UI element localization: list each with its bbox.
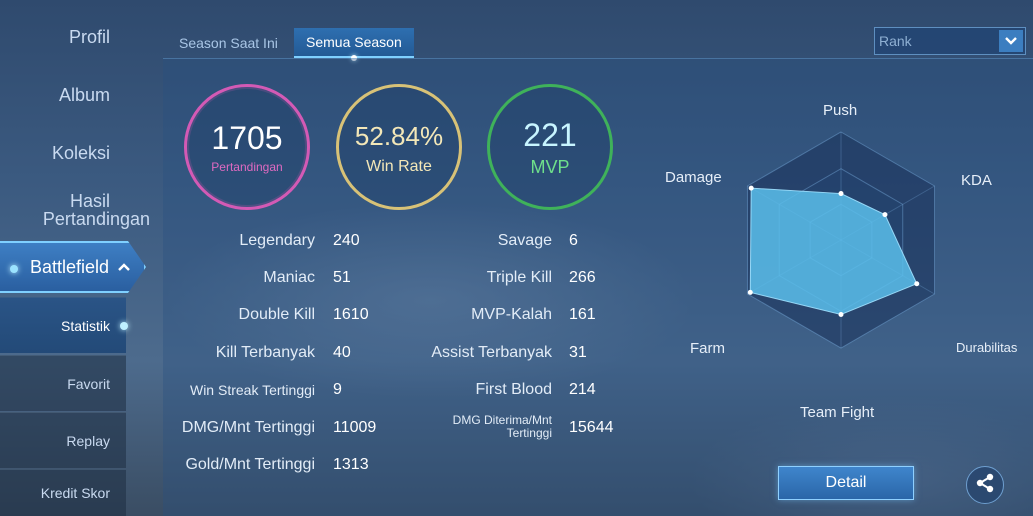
winrate-value: 52.84%	[354, 121, 444, 151]
radar-label-push: Push	[823, 102, 858, 119]
radar-label-kda: KDA	[961, 172, 992, 189]
sidebar-item-profil[interactable]: Profil	[68, 27, 110, 47]
stat-value-triple-kill: 266	[569, 269, 596, 286]
stat-label-double-kill: Double Kill	[238, 306, 315, 323]
radar-chart	[746, 131, 936, 349]
sidebar-subitem-statistik[interactable]: Statistik	[0, 297, 128, 353]
stat-label-first-blood: First Blood	[475, 381, 552, 398]
matches-value: 1705	[211, 120, 283, 156]
radar-point-farm	[747, 289, 753, 295]
stat-value-win-streak: 9	[333, 381, 342, 398]
mvp-summary-circle: 221 MVP	[487, 84, 613, 210]
sidebar-item-battlefield-label: Battlefield	[30, 256, 110, 277]
stat-label-dmg-diterima: DMG Diterima/Mnt Tertinggi	[453, 414, 552, 440]
stat-value-double-kill: 1610	[333, 306, 369, 323]
active-indicator-dot	[10, 265, 18, 273]
stat-label-maniac: Maniac	[263, 269, 315, 286]
stat-label-dmg-diterima-line2: Tertinggi	[506, 426, 552, 440]
sidebar: Profil Album Koleksi Hasil Pertandingan …	[0, 0, 150, 516]
active-tab-dot	[350, 55, 357, 61]
stat-label-legendary: Legendary	[239, 232, 315, 249]
matches-label: Pertandingan	[211, 160, 283, 174]
sidebar-subitem-kredit-label: Kredit Skor	[40, 485, 110, 501]
tab-semua-season[interactable]: Semua Season	[294, 28, 414, 61]
stat-label-mvp-kalah: MVP-Kalah	[471, 306, 552, 323]
stat-value-first-blood: 214	[569, 381, 596, 398]
stat-value-savage: 6	[569, 232, 578, 249]
radar-point-kda	[882, 212, 888, 218]
sidebar-subitem-kredit-skor[interactable]: Kredit Skor	[0, 469, 126, 516]
mvp-value: 221	[523, 116, 577, 153]
tab-season-saat-ini[interactable]: Season Saat Ini	[179, 35, 278, 51]
sidebar-subitem-replay[interactable]: Replay	[0, 412, 126, 468]
radar-label-team-fight: Team Fight	[800, 404, 875, 421]
rank-select-value: Rank	[879, 33, 912, 49]
sidebar-item-hasil-line1: Hasil	[69, 191, 110, 211]
sidebar-subitem-statistik-label: Statistik	[60, 317, 110, 334]
stat-value-assist-terbanyak: 31	[569, 344, 587, 361]
radar-label-durabilitas: Durabilitas	[956, 340, 1018, 355]
radar-point-durabilitas	[914, 281, 920, 287]
matches-summary-circle: 1705 Pertandingan	[184, 84, 310, 210]
rank-select[interactable]: Rank	[874, 27, 1026, 55]
sidebar-item-battlefield[interactable]: Battlefield	[0, 241, 146, 293]
stat-value-dmg-diterima: 15644	[569, 419, 614, 436]
mvp-label: MVP	[530, 156, 570, 177]
sidebar-item-hasil-line2: Pertandingan	[42, 209, 150, 229]
stat-label-dmg-diterima-line1: DMG Diterima/Mnt	[452, 413, 552, 427]
stat-label-triple-kill: Triple Kill	[486, 269, 552, 286]
stat-label-gold-mnt: Gold/Mnt Tertinggi	[185, 456, 315, 473]
sidebar-subitem-replay-label: Replay	[66, 432, 110, 449]
active-indicator-dot	[120, 321, 128, 330]
radar-point-team-fight	[838, 312, 844, 318]
share-button[interactable]	[966, 466, 1004, 504]
stat-value-legendary: 240	[333, 232, 360, 249]
stat-value-gold-mnt: 1313	[333, 456, 369, 473]
detail-button[interactable]: Detail	[778, 466, 914, 500]
stat-label-assist-terbanyak: Assist Terbanyak	[431, 344, 552, 361]
share-icon	[974, 472, 996, 499]
tab-semua-season-label: Semua Season	[306, 34, 402, 50]
chevron-down-icon[interactable]	[999, 30, 1023, 52]
sidebar-item-album[interactable]: Album	[58, 85, 110, 105]
stat-label-kill-terbanyak: Kill Terbanyak	[215, 344, 315, 361]
stat-value-mvp-kalah: 161	[569, 306, 596, 323]
winrate-label: Win Rate	[366, 158, 432, 175]
sidebar-item-koleksi[interactable]: Koleksi	[51, 143, 110, 163]
sidebar-item-hasil-pertandingan[interactable]: Hasil Pertandingan	[43, 191, 150, 228]
stat-value-dmg-mnt: 11009	[333, 419, 377, 436]
radar-label-damage: Damage	[665, 169, 722, 186]
sidebar-subitem-favorit-label: Favorit	[67, 375, 110, 392]
stat-value-kill-terbanyak: 40	[333, 344, 351, 361]
radar-point-damage	[748, 185, 754, 191]
sidebar-subitem-favorit[interactable]: Favorit	[0, 355, 126, 411]
chevron-up-icon	[117, 259, 131, 275]
radar-point-push	[838, 191, 844, 197]
stat-label-dmg-mnt: DMG/Mnt Tertinggi	[181, 419, 315, 436]
stat-value-maniac: 51	[333, 269, 351, 286]
winrate-summary-circle: 52.84% Win Rate	[336, 84, 462, 210]
stat-label-win-streak: Win Streak Tertinggi	[189, 382, 315, 398]
stat-label-savage: Savage	[497, 232, 552, 249]
radar-label-farm: Farm	[690, 340, 725, 357]
